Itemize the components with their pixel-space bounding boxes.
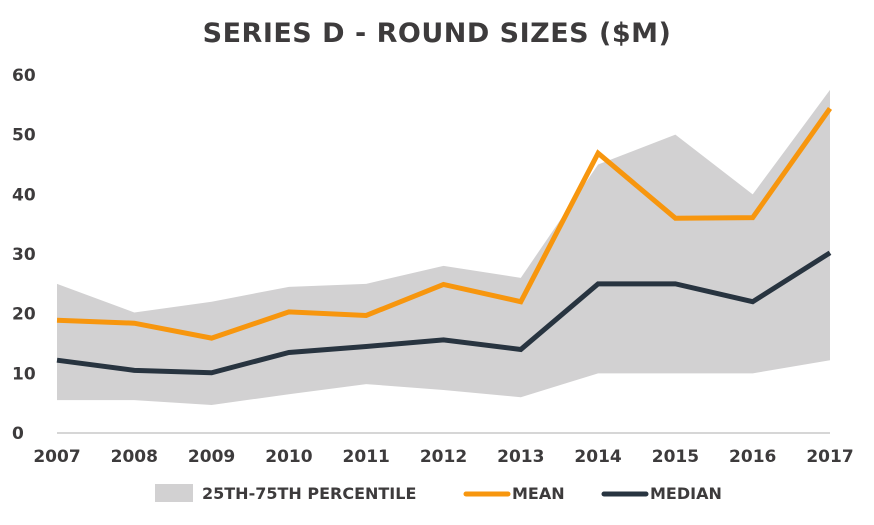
y-tick-label: 30 — [12, 245, 36, 265]
x-tick-label: 2008 — [111, 447, 158, 467]
series-line-median — [56, 250, 832, 376]
legend-label-median: MEDIAN — [650, 484, 722, 503]
y-tick-label: 0 — [12, 424, 24, 444]
chart-title: SERIES D - ROUND SIZES ($M) — [203, 18, 672, 49]
x-tick-label: 2013 — [497, 447, 544, 467]
y-tick-label: 20 — [12, 305, 36, 325]
legend-label-mean: MEAN — [512, 484, 565, 503]
legend-label-percentile-band: 25TH-75TH PERCENTILE — [202, 484, 416, 503]
percentile-band-area — [57, 89, 830, 405]
y-tick-label: 10 — [12, 364, 36, 384]
x-tick-label: 2015 — [652, 447, 699, 467]
x-tick-label: 2011 — [343, 447, 390, 467]
x-tick-label: 2009 — [188, 447, 235, 467]
x-tick-label: 2012 — [420, 447, 467, 467]
legend-swatch-percentile-band — [155, 484, 193, 502]
y-tick-label: 40 — [12, 185, 36, 205]
x-tick-label: 2016 — [729, 447, 776, 467]
x-tick-label: 2007 — [33, 447, 80, 467]
tick-labels-layer: 0 10 20 30 40 50 60 2007 2008 2009 2010 2011 2012 201… — [12, 66, 854, 467]
series-line-mean — [56, 106, 833, 341]
legend: 25TH-75TH PERCENTILE MEAN MEDIAN — [155, 484, 722, 503]
percentile-band-layer — [57, 89, 830, 405]
x-tick-label: 2014 — [574, 447, 621, 467]
y-tick-label: 50 — [12, 126, 36, 146]
series-layer — [56, 106, 833, 376]
x-tick-label: 2017 — [806, 447, 853, 467]
x-tick-label: 2010 — [265, 447, 312, 467]
y-tick-label: 60 — [12, 66, 36, 86]
